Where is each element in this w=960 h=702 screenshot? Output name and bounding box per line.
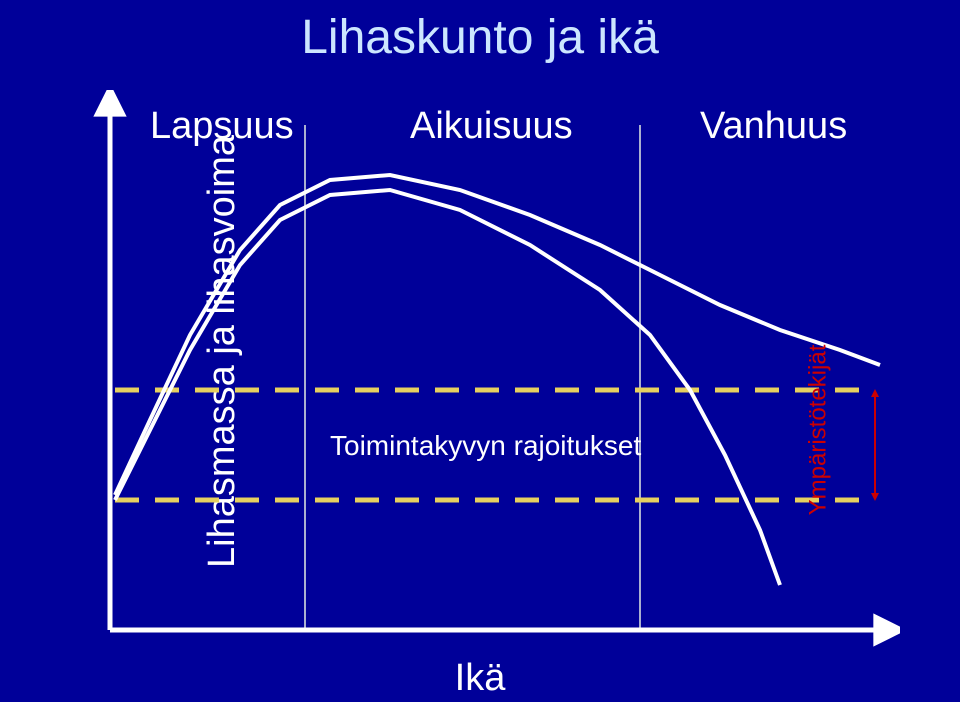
phase-label-vanhuus: Vanhuus — [700, 105, 847, 148]
phase-label-aikuisuus: Aikuisuus — [410, 105, 573, 148]
limitations-label: Toimintakyvyn rajoitukset — [330, 430, 641, 462]
x-axis-label: Ikä — [0, 657, 960, 700]
env-factors-label-text: Ympäristötekijät — [805, 345, 833, 516]
env-factors-label: Ympäristötekijät — [733, 320, 904, 540]
chart-plot-area: Lapsuus Aikuisuus Vanhuus Toimintakyvyn … — [80, 90, 900, 660]
phase-label-lapsuus: Lapsuus — [150, 105, 294, 148]
